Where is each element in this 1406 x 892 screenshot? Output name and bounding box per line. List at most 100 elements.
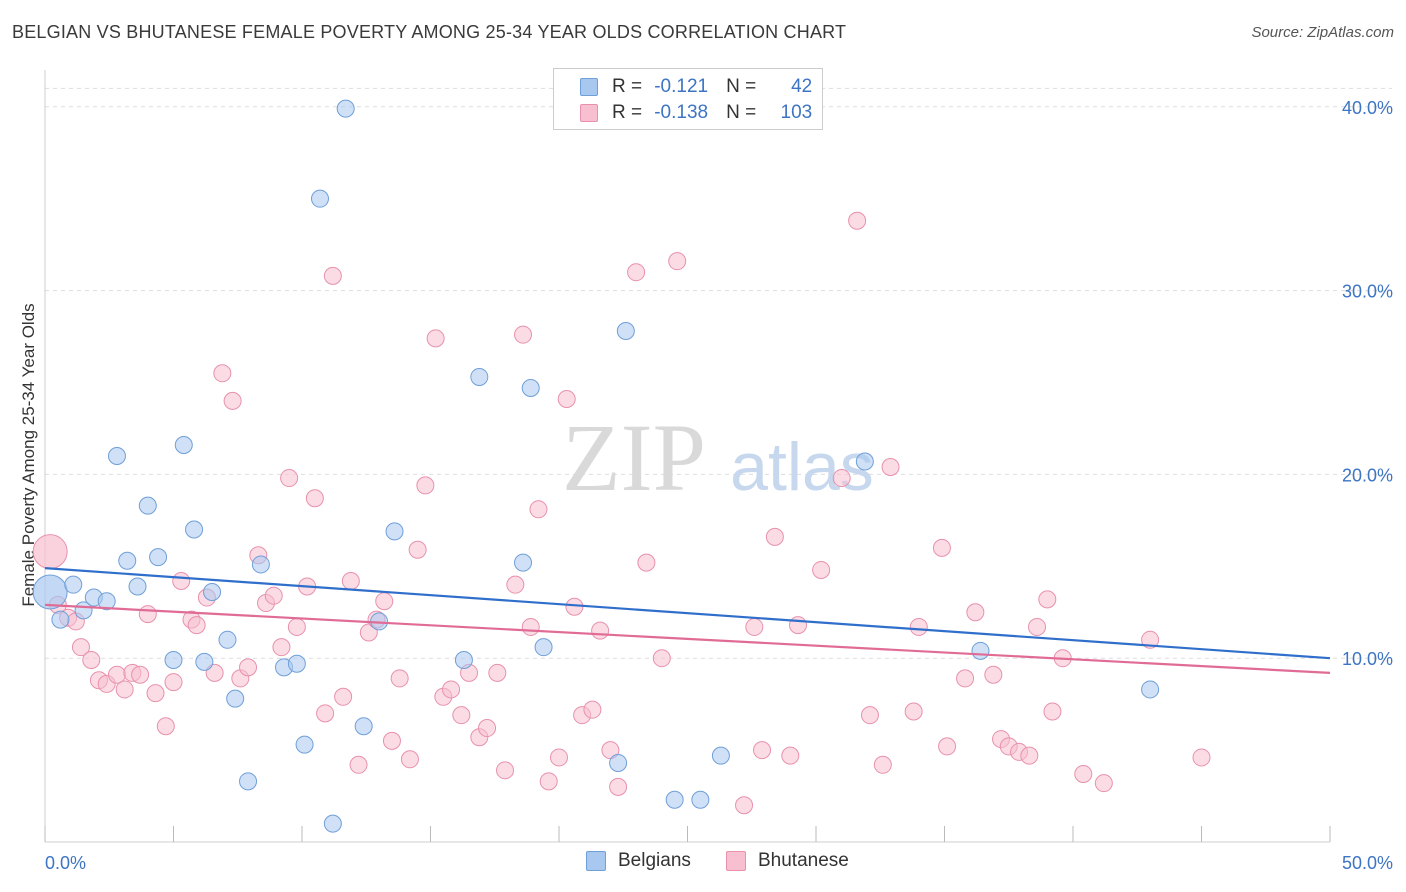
x-tick-labels: 0.0% 50.0%: [45, 853, 1393, 873]
bhutanese-point: [753, 741, 772, 760]
bhutanese-point: [745, 617, 764, 636]
bhutanese-point: [781, 746, 800, 765]
belgians-point: [32, 574, 68, 610]
belgians-point: [855, 452, 874, 471]
stats-row-belgians: R = -0.121 N = 42: [580, 74, 812, 100]
bhutanese-point: [984, 665, 1003, 684]
stats-row-bhutanese: R = -0.138 N = 103: [580, 100, 812, 126]
legend-item-bhutanese[interactable]: Bhutanese: [726, 850, 849, 872]
bhutanese-point: [187, 616, 206, 635]
y-tick-label: 10.0%: [1342, 649, 1393, 669]
bhutanese-point: [164, 673, 183, 692]
bhutanese-point: [765, 527, 784, 546]
bhutanese-point: [904, 702, 923, 721]
bhutanese-point: [408, 540, 427, 559]
bhutanese-point: [213, 364, 232, 383]
belgians-point: [521, 378, 540, 397]
belgians-point: [336, 99, 355, 118]
legend-label-belgians: Belgians: [618, 850, 691, 871]
r-label: R =: [612, 102, 643, 123]
bhutanese-point: [323, 266, 342, 285]
bhutanese-point: [557, 390, 576, 409]
belgians-point: [174, 435, 193, 454]
belgians-point: [185, 520, 204, 539]
belgians-point: [164, 651, 183, 670]
bhutanese-point: [521, 617, 540, 636]
bhutanese-point: [382, 731, 401, 750]
gridlines: [45, 87, 1392, 659]
y-axis-label: Female Poverty Among 25-34 Year Olds: [19, 303, 38, 606]
belgians-point: [251, 555, 270, 574]
belgians-point: [64, 575, 83, 594]
belgians-point: [385, 522, 404, 541]
belgians-point: [514, 553, 533, 572]
bhutanese-point: [832, 469, 851, 488]
belgians-point: [691, 790, 710, 809]
r-value: -0.138: [654, 102, 709, 123]
bhutanese-point: [735, 796, 754, 815]
bhutanese-point: [873, 755, 892, 774]
bhutanese-point: [860, 706, 879, 725]
bhutanese-point: [146, 684, 165, 703]
belgians-point: [354, 717, 373, 736]
watermark-atlas: atlas: [730, 429, 874, 505]
bhutanese-point: [82, 651, 101, 670]
bhutanese-point: [334, 687, 353, 706]
bhutanese-point: [496, 761, 515, 780]
bhutanese-swatch: [726, 851, 746, 871]
bhutanese-point: [1028, 617, 1047, 636]
bhutanese-point: [272, 638, 291, 657]
y-tick-label: 20.0%: [1342, 465, 1393, 485]
bhutanese-point: [223, 391, 242, 410]
bhutanese-point: [1038, 590, 1057, 609]
belgians-point: [128, 577, 147, 596]
bhutanese-point: [264, 586, 283, 605]
belgians-point: [454, 651, 473, 670]
bhutanese-point: [789, 616, 808, 635]
bhutanese-point: [205, 663, 224, 682]
legend-label-bhutanese: Bhutanese: [758, 850, 849, 871]
bhutanese-point: [478, 719, 497, 738]
bhutanese-point: [390, 669, 409, 688]
bhutanese-point: [514, 325, 533, 344]
trendlines: [44, 567, 1331, 674]
y-tick-labels: 10.0% 20.0% 30.0% 40.0%: [1342, 98, 1393, 669]
y-tick-label: 30.0%: [1342, 282, 1393, 302]
belgians-point: [97, 592, 116, 611]
bhutanese-point: [539, 772, 558, 791]
bhutanese-point: [316, 704, 335, 723]
bhutanese-point: [341, 571, 360, 590]
bhutanese-trendline: [44, 603, 1331, 674]
bhutanese-point: [583, 700, 602, 719]
belgians-point: [971, 641, 990, 660]
belgians-point: [711, 746, 730, 765]
belgians-point: [239, 772, 258, 791]
stats-legend: R = -0.121 N = 42 R = -0.138 N = 103: [553, 68, 823, 130]
legend-item-belgians[interactable]: Belgians: [586, 850, 691, 872]
bhutanese-point: [115, 680, 134, 699]
r-value: -0.121: [654, 76, 709, 97]
bhutanese-point: [71, 638, 90, 657]
bhutanese-points: [32, 211, 1211, 815]
source-label: Source: ZipAtlas.com: [1251, 24, 1394, 41]
belgians-point: [138, 496, 157, 515]
n-value: 103: [780, 102, 813, 123]
r-label: R =: [612, 76, 643, 97]
bhutanese-point: [1020, 746, 1039, 765]
x-tick-label: 50.0%: [1342, 853, 1393, 873]
belgians-point: [226, 689, 245, 708]
belgians-point: [470, 367, 489, 386]
bhutanese-point: [848, 211, 867, 230]
belgians-point: [287, 654, 306, 673]
bhutanese-point: [1141, 630, 1160, 649]
bhutanese-point: [956, 669, 975, 688]
belgians-point: [1141, 680, 1160, 699]
belgians-point: [323, 814, 342, 833]
bhutanese-point: [156, 717, 175, 736]
watermark-zip: ZIP: [562, 404, 706, 511]
bhutanese-point: [305, 489, 324, 508]
bhutanese-point: [637, 553, 656, 572]
y-tick-label: 40.0%: [1342, 98, 1393, 118]
watermark: ZIP atlas: [562, 404, 874, 511]
belgians-point: [665, 790, 684, 809]
